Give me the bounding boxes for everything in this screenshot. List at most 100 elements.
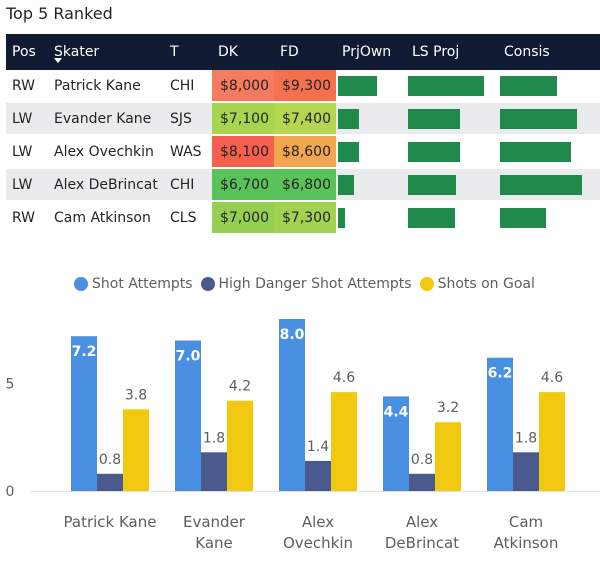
bar xyxy=(305,460,331,491)
prjown-bar xyxy=(338,75,377,96)
bar xyxy=(409,473,435,491)
cell-lsproj xyxy=(406,168,498,202)
cell-team: CHI xyxy=(164,70,212,103)
prjown-bar xyxy=(338,108,359,129)
page-title: Top 5 Ranked xyxy=(6,4,113,23)
lsproj-bar xyxy=(408,141,460,162)
table-row[interactable]: RW Cam Atkinson CLS $7,000 $7,300 xyxy=(6,201,600,235)
data-label: 1.4 xyxy=(307,439,329,455)
header-team[interactable]: T xyxy=(164,34,212,70)
cell-team: CLS xyxy=(164,201,212,235)
table-row[interactable]: RW Patrick Kane CHI $8,000 $9,300 xyxy=(6,70,600,103)
bar xyxy=(97,473,123,491)
cell-fd: $7,400 xyxy=(274,102,336,136)
bar xyxy=(71,336,97,491)
cell-prjown xyxy=(336,102,406,136)
legend-dot-icon xyxy=(200,277,215,291)
bar xyxy=(435,422,461,491)
legend-label: Shots on Goal xyxy=(437,276,535,292)
table-header-row: Pos Skater T DK FD PrjOwn LS Proj Consis xyxy=(6,34,600,70)
data-label: 0.8 xyxy=(99,452,121,468)
data-label: 4.2 xyxy=(229,379,251,395)
header-skater-label: Skater xyxy=(54,44,100,60)
table-row[interactable]: LW Evander Kane SJS $7,100 $7,400 xyxy=(6,102,600,136)
header-fd[interactable]: FD xyxy=(274,34,336,70)
legend-dot-icon xyxy=(419,277,434,291)
cell-team: WAS xyxy=(164,135,212,169)
legend-item[interactable]: Shots on Goal xyxy=(419,276,535,292)
consis-bar xyxy=(500,141,571,162)
cell-consis xyxy=(498,102,600,136)
prjown-bar xyxy=(338,207,345,228)
cell-fd: $7,300 xyxy=(274,201,336,235)
data-label: 3.8 xyxy=(125,387,147,403)
cell-prjown xyxy=(336,135,406,169)
header-pos[interactable]: Pos xyxy=(6,34,48,70)
legend-item[interactable]: High Danger Shot Attempts xyxy=(200,276,412,292)
data-label: 4.4 xyxy=(384,404,409,420)
data-label: 4.6 xyxy=(541,370,563,386)
cell-prjown xyxy=(336,201,406,235)
header-lsproj[interactable]: LS Proj xyxy=(406,34,498,70)
legend-label: Shot Attempts xyxy=(92,276,193,292)
cell-dk: $8,000 xyxy=(212,70,274,103)
header-dk[interactable]: DK xyxy=(212,34,274,70)
lsproj-bar xyxy=(408,108,460,129)
lsproj-bar xyxy=(408,174,456,195)
cell-fd: $8,600 xyxy=(274,135,336,169)
consis-bar xyxy=(500,108,577,129)
bar xyxy=(513,452,539,491)
cell-pos: RW xyxy=(6,201,48,235)
cell-lsproj xyxy=(406,102,498,136)
cell-skater: Patrick Kane xyxy=(48,70,164,103)
data-label: 3.2 xyxy=(437,400,459,416)
bar xyxy=(331,392,357,491)
legend-dot-icon xyxy=(74,277,88,291)
x-tick-label: Kane xyxy=(195,534,233,552)
legend-label: High Danger Shot Attempts xyxy=(218,276,412,292)
x-tick-label: Cam xyxy=(509,513,543,531)
prjown-bar xyxy=(338,141,359,162)
cell-pos: LW xyxy=(6,135,48,169)
header-skater[interactable]: Skater xyxy=(48,34,164,70)
cell-team: CHI xyxy=(164,168,212,202)
x-tick-label: Patrick Kane xyxy=(64,513,157,531)
cell-dk: $8,100 xyxy=(212,135,274,169)
consis-bar xyxy=(500,174,582,195)
cell-lsproj xyxy=(406,201,498,235)
cell-fd: $9,300 xyxy=(274,70,336,103)
legend-item[interactable]: Shot Attempts xyxy=(74,276,193,292)
consis-bar xyxy=(500,75,557,96)
x-tick-label: Atkinson xyxy=(494,534,559,552)
cell-pos: LW xyxy=(6,102,48,136)
bar xyxy=(175,340,201,491)
cell-prjown xyxy=(336,70,406,103)
bar xyxy=(227,400,253,491)
x-tick-label: DeBrincat xyxy=(385,534,459,552)
y-tick-label: 0 xyxy=(6,484,15,500)
cell-fd: $6,800 xyxy=(274,168,336,202)
bar xyxy=(201,452,227,491)
header-consis[interactable]: Consis xyxy=(498,34,600,70)
data-label: 7.0 xyxy=(176,349,201,365)
cell-lsproj xyxy=(406,70,498,103)
x-tick-label: Alex xyxy=(302,513,334,531)
cell-dk: $6,700 xyxy=(212,168,274,202)
bar xyxy=(487,357,513,491)
consis-bar xyxy=(500,207,546,228)
bar xyxy=(383,396,409,491)
lsproj-bar xyxy=(408,207,455,228)
x-tick-label: Alex xyxy=(406,513,438,531)
table-row[interactable]: LW Alex DeBrincat CHI $6,700 $6,800 xyxy=(6,168,600,202)
cell-skater: Alex Ovechkin xyxy=(48,135,164,169)
cell-pos: LW xyxy=(6,168,48,202)
cell-consis xyxy=(498,168,600,202)
cell-team: SJS xyxy=(164,102,212,136)
cell-dk: $7,000 xyxy=(212,201,274,235)
lsproj-bar xyxy=(408,75,484,96)
data-label: 1.8 xyxy=(515,430,537,446)
data-label: 1.8 xyxy=(203,430,225,446)
header-prjown[interactable]: PrjOwn xyxy=(336,34,406,70)
bar xyxy=(123,409,149,491)
table-row[interactable]: LW Alex Ovechkin WAS $8,100 $8,600 xyxy=(6,135,600,169)
